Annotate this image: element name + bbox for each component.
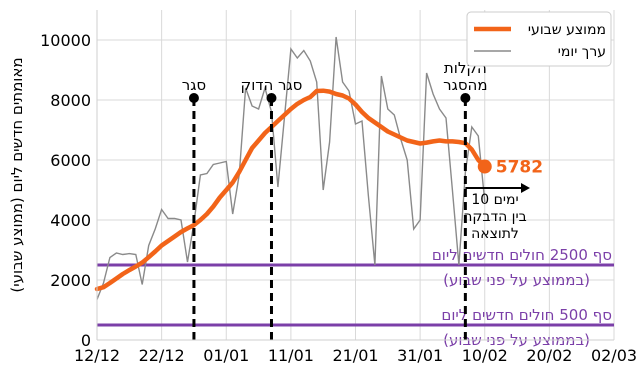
threshold-lines: סף 2500 חולים חדשים ליום (בממוצע על פני ש…: [97, 246, 614, 349]
x-tick-label: 02/03: [591, 346, 637, 365]
x-tick-label: 01/01: [203, 346, 249, 365]
event-marker: [460, 93, 471, 103]
event-marker: [188, 93, 199, 103]
y-tick-label: 2000: [50, 271, 91, 290]
end-value-label: 5782: [496, 158, 543, 178]
end-point: [477, 159, 492, 174]
x-tick-label: 20/02: [526, 346, 572, 365]
legend-label: ממוצע שבועי: [528, 22, 606, 38]
event-label: סגר הדוק: [241, 76, 303, 94]
threshold-label: סף 500 חולים חדשים ליום: [441, 306, 612, 324]
y-tick-label: 4000: [50, 211, 91, 230]
annotation-text: לתוצאה: [471, 226, 519, 242]
x-tick-label: 31/01: [397, 346, 443, 365]
x-tick-label: 21/01: [332, 346, 378, 365]
event-marker: [266, 93, 277, 103]
legend: ממוצע שבועי ערך יומי: [466, 11, 612, 67]
x-tick-label: 11/01: [268, 346, 314, 365]
annotation-text: בין הדבקה: [463, 209, 526, 225]
annotation-arrow-head: [520, 183, 530, 193]
weekly-average-series: 5782: [94, 88, 543, 292]
threshold-label: סף 2500 חולים חדשים ליום: [432, 246, 612, 264]
y-tick-label: 0: [81, 331, 91, 350]
legend-box: [466, 11, 612, 67]
event-label: סגר: [182, 76, 206, 94]
legend-label: ערך יומי: [558, 44, 606, 60]
daily-series: [96, 36, 486, 300]
y-tick-label: 10000: [40, 31, 91, 50]
y-tick-label: 8000: [50, 91, 91, 110]
event-label: מהסגר: [443, 76, 487, 94]
grid: [96, 10, 615, 341]
annotation-text: 10 ימים: [471, 192, 518, 208]
x-tick-label: 22/12: [139, 346, 185, 365]
axes: 0 2000 4000 6000 8000 10000 12/12 22/12 01/01 11/…: [8, 10, 637, 365]
weekly-average-line: [94, 88, 488, 292]
y-axis-label: מאומתים חדשים ליום (ממוצע שבועי): [8, 57, 26, 292]
y-tick-label: 6000: [50, 151, 91, 170]
threshold-sublabel: (בממוצע על פני שבוע): [443, 271, 590, 289]
x-tick-label: 10/02: [462, 346, 508, 365]
x-tick-label: 12/12: [74, 346, 120, 365]
daily-value-line: [96, 36, 486, 300]
